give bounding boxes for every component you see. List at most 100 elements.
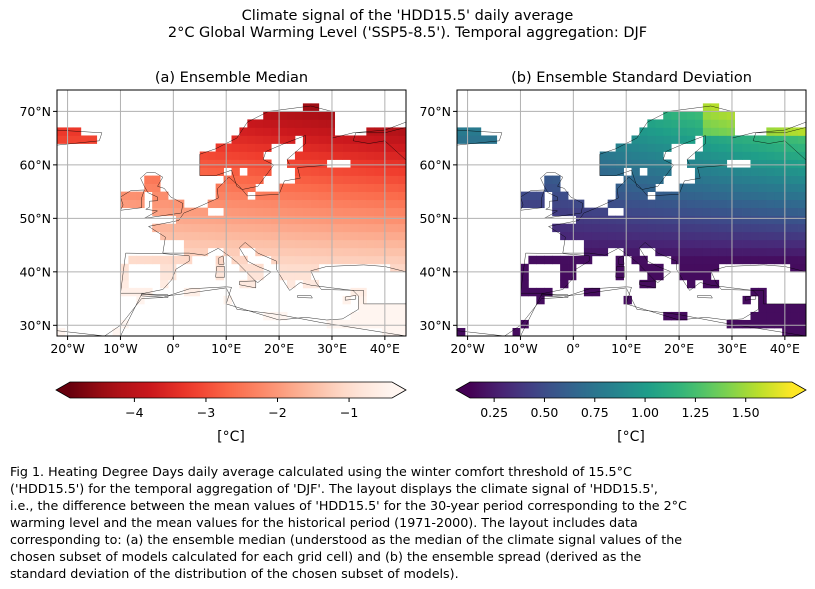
coastline	[120, 189, 145, 211]
coastline	[520, 189, 545, 211]
heatmap-cell	[790, 127, 799, 136]
heatmap-cell	[528, 191, 537, 201]
heatmap-cell	[750, 231, 759, 241]
heatmap-cell	[742, 167, 751, 176]
heatmap-cell	[231, 175, 240, 184]
heatmap-cell	[152, 183, 161, 193]
heatmap-cell	[398, 303, 406, 313]
heatmap-cell	[694, 263, 704, 273]
colorbar-extend-low	[456, 382, 470, 398]
heatmap-cell	[528, 255, 537, 265]
heatmap-cell	[655, 231, 664, 241]
heatmap-cell	[302, 271, 312, 281]
heatmap-cell	[679, 135, 688, 144]
heatmap-cell	[718, 183, 728, 193]
coastline	[141, 293, 169, 298]
heatmap-cell	[390, 151, 399, 160]
heatmap-cell	[766, 159, 775, 168]
heatmap-cell	[294, 207, 304, 217]
heatmap-cell	[279, 119, 288, 128]
heatmap-cell	[350, 239, 359, 249]
heatmap-cell	[750, 175, 759, 184]
heatmap-cell	[215, 143, 224, 152]
heatmap-cell	[520, 263, 529, 273]
heatmap-cell	[334, 215, 343, 225]
heatmap-cell	[631, 191, 640, 201]
heatmap-cell	[294, 111, 304, 120]
heatmap-cells	[57, 103, 406, 336]
heatmap-cell	[310, 247, 320, 257]
heatmap-cell	[302, 215, 312, 225]
heatmap-cell	[382, 247, 391, 257]
heatmap-cell	[520, 279, 529, 289]
heatmap-cell	[358, 223, 367, 233]
heatmap-cell	[718, 159, 728, 168]
heatmap-cell	[726, 223, 736, 233]
heatmap-cell	[774, 191, 783, 201]
heatmap-cell	[710, 279, 720, 289]
heatmap-cell	[758, 287, 767, 297]
heatmap-cell	[671, 135, 680, 144]
heatmap-cell	[639, 279, 648, 289]
heatmap-cell	[774, 223, 783, 233]
heatmap-cell	[382, 303, 391, 313]
heatmap-cell	[647, 271, 656, 281]
colorbar-tick-label: −2	[268, 405, 286, 420]
heatmap-cell	[287, 127, 296, 136]
heatmap-cell	[766, 183, 775, 193]
heatmap-cell	[655, 143, 664, 152]
heatmap-cell	[679, 111, 688, 120]
heatmap-cell	[366, 167, 375, 176]
heatmap-cell	[255, 263, 264, 273]
heatmap-cell	[255, 231, 264, 241]
heatmap-cell	[750, 135, 759, 144]
heatmap-cell	[207, 223, 217, 233]
heatmap-cell	[687, 119, 696, 128]
heatmap-cell	[326, 207, 336, 217]
heatmap-cell	[310, 159, 320, 168]
heatmap-cell	[726, 135, 736, 144]
heatmap-cell	[302, 175, 312, 184]
colorbar-tick-label: 1.25	[681, 405, 709, 420]
heatmap-cell	[774, 143, 783, 152]
heatmap-cell	[639, 255, 648, 265]
heatmap-cell	[472, 135, 482, 144]
heatmap-cell	[591, 207, 601, 217]
heatmap-cell	[302, 199, 312, 209]
coastline	[199, 105, 333, 190]
heatmap-cell	[247, 143, 256, 152]
heatmap-cell	[215, 159, 224, 168]
heatmap-cell	[390, 191, 399, 201]
heatmap-cell	[287, 223, 296, 233]
x-tick-label: 20°W	[450, 341, 485, 356]
heatmap-cell	[199, 167, 209, 176]
heatmap-cell	[647, 127, 656, 136]
heatmap-cell	[175, 199, 185, 209]
heatmap-cell	[366, 231, 375, 241]
heatmap-cell	[366, 207, 375, 217]
heatmap-cell	[544, 175, 553, 184]
heatmap-cell	[687, 231, 696, 241]
heatmap-cell	[560, 263, 569, 273]
heatmap-cell	[663, 191, 672, 201]
heatmap-cell	[766, 191, 775, 201]
colorbar-tick-label: 0.75	[581, 405, 609, 420]
heatmap-cell	[318, 215, 328, 225]
heatmap-cell	[382, 151, 391, 160]
figure-title-line2: 2°C Global Warming Level ('SSP5-8.5'). T…	[167, 25, 648, 41]
heatmap-cell	[390, 311, 399, 321]
heatmap-cell	[318, 223, 328, 233]
heatmap-cell	[223, 159, 232, 168]
heatmap-cell	[398, 191, 406, 201]
heatmap-cell	[766, 223, 775, 233]
heatmap-cell	[287, 279, 296, 289]
heatmap-cell	[318, 151, 328, 160]
heatmap-cell	[318, 199, 328, 209]
heatmap-cell	[326, 215, 336, 225]
heatmap-cell	[326, 127, 336, 136]
heatmap-cell	[287, 207, 296, 217]
heatmap-cell	[398, 199, 406, 209]
heatmap-cell	[726, 207, 736, 217]
coastline	[352, 127, 406, 161]
heatmap-cell	[750, 239, 759, 249]
